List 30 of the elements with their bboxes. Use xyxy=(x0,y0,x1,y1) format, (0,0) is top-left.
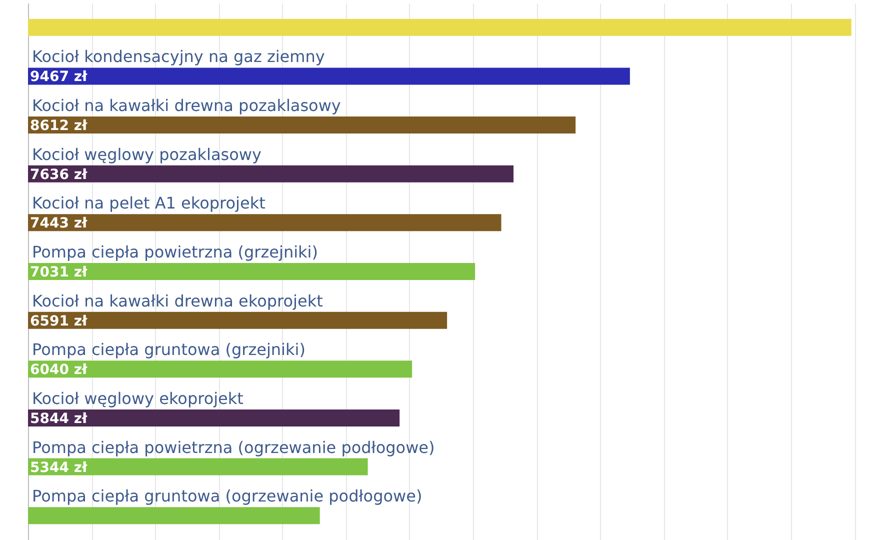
bar xyxy=(28,312,448,329)
data-label: 7443 zł xyxy=(30,216,88,232)
y-tick-label: Pompa ciepła powietrzna (ogrzewanie podłogowe) xyxy=(32,438,435,457)
bar xyxy=(28,507,320,524)
data-label: 7031 zł xyxy=(30,264,88,280)
data-label: 5344 zł xyxy=(30,460,88,476)
y-tick-label: Kocioł węglowy ekoprojekt xyxy=(32,388,244,408)
y-tick-label: Kocioł węglowy pozaklasowy xyxy=(32,144,262,164)
bar xyxy=(28,214,502,232)
y-tick-label: Pompa ciepła powietrzna (grzejniki) xyxy=(32,242,318,262)
bar xyxy=(28,263,476,280)
data-label: 7636 zł xyxy=(30,166,88,183)
y-tick-label: Kocioł kondensacyjny na gaz ziemny xyxy=(32,47,325,66)
y-tick-label: Kocioł na kawałki drewna ekoprojekt xyxy=(32,291,323,310)
y-tick-label: Pompa ciepła gruntowa (ogrzewanie podłogowe) xyxy=(32,486,422,506)
y-tick-label: Pompa ciepła gruntowa (grzejniki) xyxy=(32,340,306,360)
bar xyxy=(28,360,412,378)
y-tick-label: Kocioł na kawałki drewna pozaklasowy xyxy=(32,96,341,116)
data-label: 6040 zł xyxy=(30,362,88,378)
bar xyxy=(28,165,514,182)
bar xyxy=(28,409,400,426)
bar xyxy=(28,18,852,36)
data-label: 8612 zł xyxy=(30,118,88,134)
data-label: 5844 zł xyxy=(30,410,88,427)
bar xyxy=(28,458,368,476)
bar xyxy=(28,116,576,134)
bar xyxy=(28,68,630,85)
y-tick-label: Kocioł na pelet A1 ekoprojekt xyxy=(32,194,266,213)
data-label: 6591 zł xyxy=(30,313,88,330)
data-label: 9467 zł xyxy=(30,69,88,86)
